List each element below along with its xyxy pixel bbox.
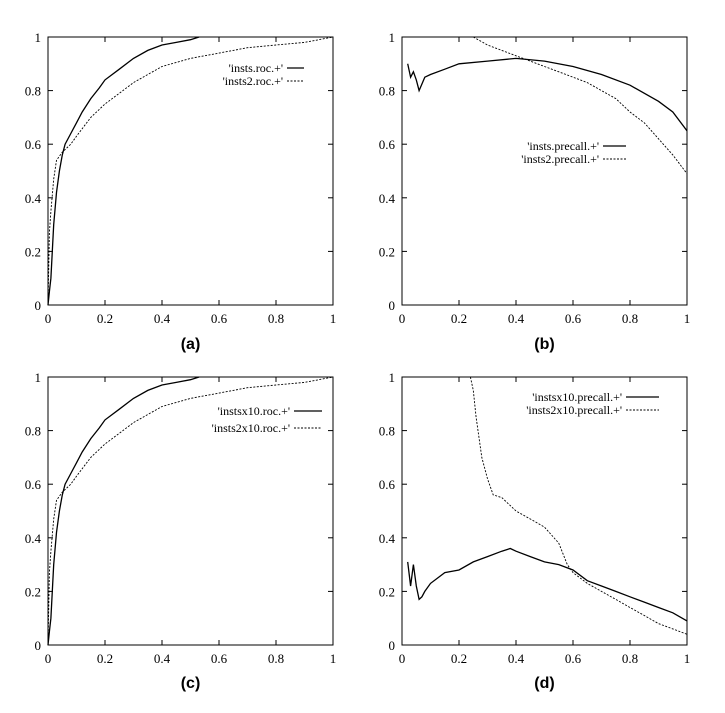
panel-a-frame — [47, 36, 334, 306]
panel-b-legend-label-1: 'insts.precall.+' — [527, 139, 599, 153]
panel-d-ytick-label: 1 — [389, 370, 396, 385]
panel-c-series-2-line — [47, 376, 334, 646]
panel-b-series-1-line — [407, 57, 688, 132]
panel-a-legend-label-1: 'insts.roc.+' — [229, 61, 283, 75]
panel-a-series-1-line — [47, 36, 200, 306]
panel-c-xtick-label: 0.2 — [97, 651, 113, 666]
panel-c-frame — [47, 376, 334, 646]
panel-d-ytick-label: 0.4 — [379, 531, 396, 546]
panel-d-xtick-label: 0.6 — [565, 651, 582, 666]
panel-b-xtick-label: 0.2 — [451, 311, 467, 326]
panel-b-ytick-label: 0.8 — [379, 84, 395, 99]
panel-d-series-1-line — [407, 547, 688, 622]
panel-a-ytick-label: 0.4 — [25, 191, 42, 206]
panel-a-xtick-label: 0.6 — [211, 311, 228, 326]
panel-b-ytick-label: 0.4 — [379, 191, 396, 206]
panel-d-ytick-label: 0 — [389, 638, 396, 653]
panel-c-ytick-label: 0 — [35, 638, 42, 653]
panel-a-xtick-label: 0.2 — [97, 311, 113, 326]
panel-b-xtick-label: 0.6 — [565, 311, 582, 326]
panel-b-series-2-line — [473, 36, 688, 174]
panel-d-ytick-label: 0.6 — [379, 477, 396, 492]
panel-d-xtick-label: 1 — [684, 651, 691, 666]
panel-d-xtick-label: 0.8 — [622, 651, 638, 666]
panel-d-xtick-label: 0 — [399, 651, 406, 666]
panel-b-xtick-label: 0 — [399, 311, 406, 326]
panel-a-xtick-label: 0.8 — [268, 311, 284, 326]
panel-d-caption: (d) — [534, 675, 554, 692]
panel-c-xtick-label: 0.6 — [211, 651, 228, 666]
panel-d-xtick-label: 0.2 — [451, 651, 467, 666]
panel-c-xtick-label: 0.8 — [268, 651, 284, 666]
panel-c-ytick-label: 0.2 — [25, 584, 41, 599]
panel-a-legend-label-2: 'insts2.roc.+' — [223, 74, 283, 88]
panel-c-xtick-label: 0.4 — [154, 651, 171, 666]
panel-d-legend-label-2: 'insts2x10.precall.+' — [526, 403, 622, 417]
panel-a-xtick-label: 1 — [330, 311, 337, 326]
panel-b-legend-label-2: 'insts2.precall.+' — [521, 152, 599, 166]
panel-d: 0 0.2 0.4 0.6 0.8 1 0 0.2 0.4 0.6 0.8 1 'instsx10.pr… — [379, 370, 691, 692]
panel-a-ytick-label: 0.6 — [25, 137, 42, 152]
panel-b-xtick-label: 0.4 — [508, 311, 525, 326]
panel-d-series-2-line — [469, 376, 688, 635]
panel-c-caption: (c) — [181, 675, 201, 692]
panel-a-xtick-label: 0.4 — [154, 311, 171, 326]
panel-d-ytick-label: 0.8 — [379, 424, 395, 439]
panel-c-xtick-label: 0 — [45, 651, 52, 666]
panel-b-ytick-label: 0 — [389, 298, 396, 313]
panel-b: 0 0.2 0.4 0.6 0.8 1 0 0.2 0.4 0.6 0.8 1 'insts.preca… — [379, 30, 691, 353]
panel-a: 0 0.2 0.4 0.6 0.8 1 0 0.2 0.4 0.6 0.8 1 'insts.roc.+… — [25, 30, 337, 353]
panel-c-ytick-label: 0.4 — [25, 531, 42, 546]
panel-c-ytick-label: 0.6 — [25, 477, 42, 492]
panel-d-ytick-label: 0.2 — [379, 584, 395, 599]
panel-d-frame — [401, 376, 688, 646]
panel-b-ytick-label: 0.2 — [379, 244, 395, 259]
panel-a-xtick-label: 0 — [45, 311, 52, 326]
panel-c-ytick-label: 0.8 — [25, 424, 41, 439]
panel-a-ytick-label: 0.8 — [25, 84, 41, 99]
panel-b-caption: (b) — [534, 336, 554, 353]
panel-a-series-2-line — [47, 36, 334, 306]
panel-b-ytick-label: 0.6 — [379, 137, 396, 152]
panel-c-series-1-line — [47, 376, 200, 646]
panel-a-caption: (a) — [181, 336, 201, 353]
panel-b-frame — [401, 36, 688, 306]
panel-b-xtick-label: 0.8 — [622, 311, 638, 326]
panel-a-ytick-label: 1 — [35, 30, 42, 45]
panel-d-legend-label-1: 'instsx10.precall.+' — [532, 390, 622, 404]
panel-d-xtick-label: 0.4 — [508, 651, 525, 666]
panel-a-ytick-label: 0.2 — [25, 244, 41, 259]
panel-c: 0 0.2 0.4 0.6 0.8 1 0 0.2 0.4 0.6 0.8 1 'instsx10.ro… — [25, 370, 337, 692]
panel-c-legend-label-1: 'instsx10.roc.+' — [218, 404, 290, 418]
panel-c-legend-label-2: 'insts2x10.roc.+' — [212, 421, 290, 435]
panel-b-xtick-label: 1 — [684, 311, 691, 326]
panel-c-ytick-label: 1 — [35, 370, 42, 385]
panel-b-ytick-label: 1 — [389, 30, 396, 45]
panel-c-xtick-label: 1 — [330, 651, 337, 666]
panel-a-ytick-label: 0 — [35, 298, 42, 313]
